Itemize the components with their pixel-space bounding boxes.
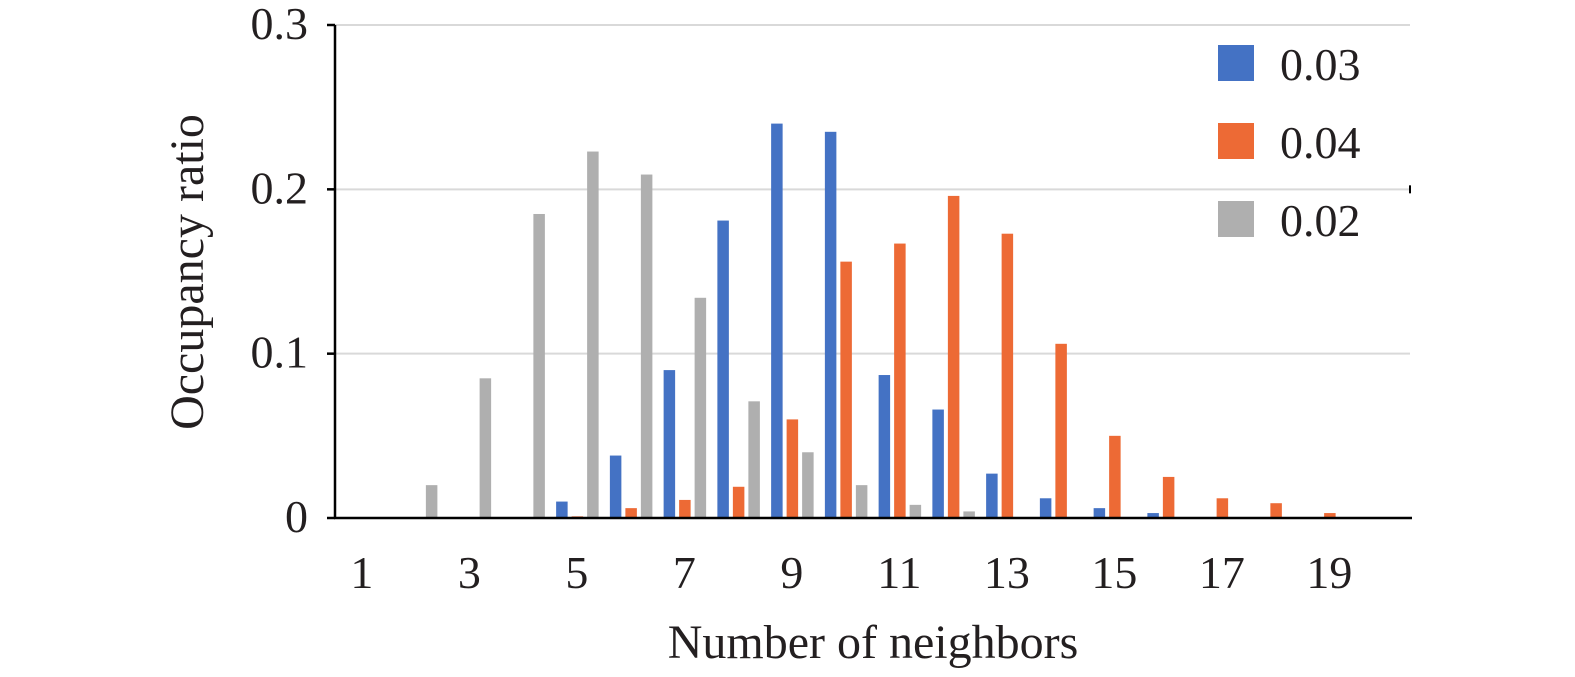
y-tick-label: 0 [285, 491, 308, 542]
bar-0_02-6 [640, 174, 653, 518]
bar-0_04-11 [894, 243, 906, 518]
bar-0_04-13 [1001, 233, 1014, 518]
bar-0_03-9 [771, 123, 783, 518]
bar-0_03-7 [663, 370, 676, 518]
bar-0_02-5 [587, 151, 599, 518]
x-tick-label: 17 [1199, 547, 1245, 598]
x-axis-title: Number of neighbors [668, 616, 1079, 669]
bar-0_03-12 [932, 409, 944, 518]
bar-0_04-9 [786, 419, 799, 518]
bar-0_04-8 [732, 486, 745, 518]
y-tick-label: 0.1 [251, 327, 309, 378]
bar-0_03-6 [609, 455, 622, 518]
bar-0_04-18 [1270, 503, 1282, 518]
bar-0_03-15 [1093, 508, 1106, 518]
legend-label: 0.02 [1280, 195, 1361, 246]
bar-0_04-7 [679, 499, 691, 518]
legend-swatch [1218, 201, 1254, 237]
bar-0_02-2 [425, 485, 438, 518]
bar-0_03-10 [824, 131, 837, 519]
bar-0_02-7 [694, 297, 707, 518]
legend-swatch [1218, 123, 1254, 159]
legend-label: 0.03 [1280, 39, 1361, 90]
legend-swatch [1218, 45, 1254, 81]
x-tick-label: 15 [1091, 547, 1137, 598]
bar-0_04-19 [1324, 513, 1336, 518]
bar-0_03-16 [1147, 513, 1159, 518]
bar-0_02-8 [748, 401, 760, 518]
bar-0_04-15 [1109, 435, 1121, 518]
y-axis-title: Occupancy ratio [161, 114, 214, 430]
y-tick-labels: 0 0.1 0.2 0.3 [251, 0, 309, 542]
bar-0_02-9 [802, 452, 814, 518]
gridlines [335, 24, 1410, 355]
bars [425, 123, 1336, 519]
x-tick-label: 13 [984, 547, 1030, 598]
y-tick-label: 0.3 [251, 0, 309, 49]
bar-0_03-11 [878, 375, 891, 518]
x-tick-labels: 1 3 5 7 9 11 13 15 17 19 [350, 547, 1352, 598]
bar-0_02-4 [533, 213, 545, 518]
x-tick-label: 1 [350, 547, 373, 598]
y-tick-label: 0.2 [251, 162, 309, 213]
bar-0_04-14 [1055, 343, 1067, 518]
bar-0_04-12 [947, 195, 960, 518]
bar-0_04-16 [1162, 476, 1175, 518]
bar-0_03-8 [717, 220, 729, 518]
legend: 0.03 0.04 0.02 [1218, 39, 1361, 246]
x-tick-label: 9 [780, 547, 803, 598]
legend-label: 0.04 [1280, 117, 1361, 168]
x-tick-label: 7 [673, 547, 696, 598]
bar-0_03-5 [556, 501, 568, 518]
bar-0_03-14 [1039, 498, 1052, 518]
axes [327, 23, 1412, 520]
x-tick-label: 11 [877, 547, 921, 598]
bar-0_04-6 [625, 508, 637, 518]
x-tick-label: 19 [1306, 547, 1352, 598]
bar-0_04-10 [840, 261, 852, 518]
bar-0_03-13 [986, 473, 998, 518]
x-tick-label: 5 [565, 547, 588, 598]
bar-0_02-12 [963, 511, 975, 518]
bar-0_02-3 [479, 378, 492, 518]
bar-0_02-10 [855, 485, 868, 518]
x-tick-label: 3 [458, 547, 481, 598]
bar-0_04-17 [1216, 498, 1229, 518]
bar-0_02-11 [909, 504, 922, 518]
